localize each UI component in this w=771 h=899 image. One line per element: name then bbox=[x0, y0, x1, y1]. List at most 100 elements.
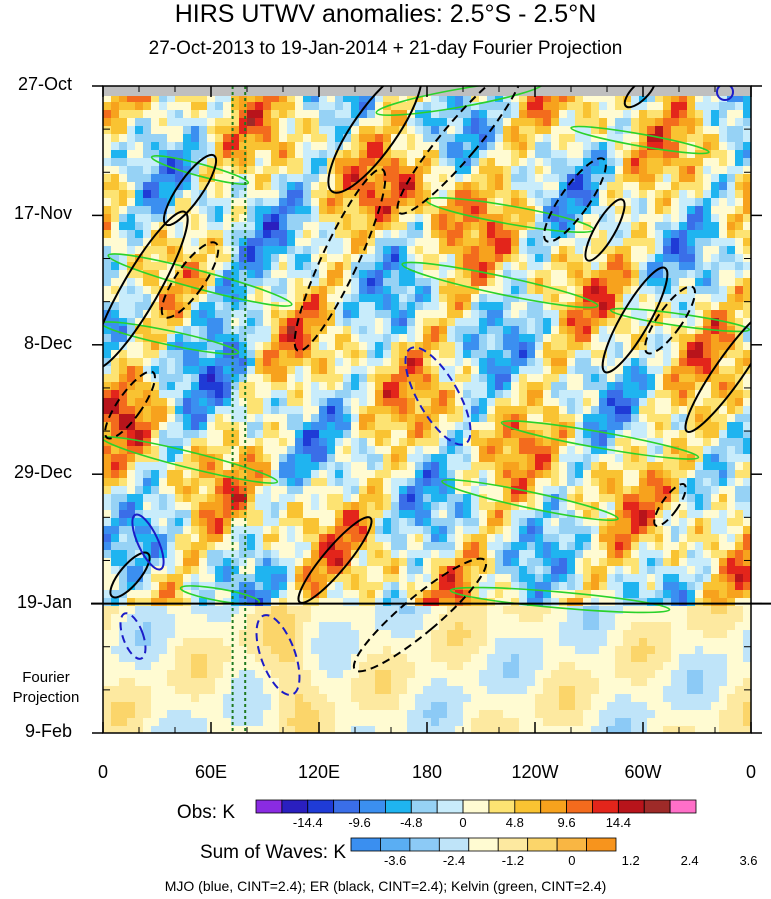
heatmap-cell bbox=[535, 182, 544, 191]
heatmap-cell bbox=[479, 246, 488, 255]
heatmap-cell bbox=[503, 470, 512, 479]
heatmap-cell bbox=[631, 510, 640, 519]
heatmap-cell bbox=[471, 214, 480, 223]
heatmap-cell bbox=[511, 406, 520, 415]
heatmap-cell bbox=[439, 214, 448, 223]
heatmap-cell bbox=[639, 518, 648, 527]
heatmap-cell bbox=[215, 406, 224, 415]
heatmap-cell bbox=[695, 534, 704, 543]
heatmap-cell bbox=[543, 102, 552, 111]
heatmap-cell bbox=[111, 534, 120, 543]
heatmap-cell bbox=[375, 182, 384, 191]
heatmap-cell bbox=[207, 398, 216, 407]
heatmap-cell bbox=[463, 150, 472, 159]
heatmap-cell bbox=[599, 566, 608, 575]
heatmap-cell bbox=[559, 350, 568, 359]
heatmap-cell bbox=[735, 326, 744, 335]
heatmap-cell bbox=[303, 334, 312, 343]
heatmap-cell bbox=[223, 430, 232, 439]
heatmap-cell bbox=[167, 198, 176, 207]
heatmap-cell bbox=[215, 182, 224, 191]
heatmap-cell bbox=[439, 94, 448, 103]
heatmap-cell bbox=[703, 494, 712, 503]
heatmap-cell bbox=[343, 446, 352, 455]
heatmap-cell bbox=[103, 494, 112, 503]
heatmap-cell bbox=[511, 310, 520, 319]
heatmap-cell bbox=[639, 430, 648, 439]
heatmap-cell bbox=[135, 126, 144, 135]
heatmap-cell bbox=[423, 366, 432, 375]
heatmap-cell bbox=[335, 526, 344, 535]
heatmap-cell bbox=[535, 246, 544, 255]
heatmap-cell bbox=[495, 158, 504, 167]
heatmap-cell bbox=[623, 310, 632, 319]
heatmap-cell bbox=[551, 414, 560, 423]
heatmap-cell bbox=[399, 310, 408, 319]
heatmap-cell bbox=[727, 478, 736, 487]
heatmap-cell bbox=[615, 230, 624, 239]
heatmap-cell bbox=[311, 486, 320, 495]
heatmap-cell bbox=[639, 414, 648, 423]
heatmap-cell bbox=[567, 142, 576, 151]
heatmap-cell bbox=[415, 414, 424, 423]
heatmap-cell bbox=[503, 558, 512, 567]
heatmap-cell bbox=[311, 398, 320, 407]
heatmap-cell bbox=[623, 446, 632, 455]
heatmap-cell bbox=[183, 382, 192, 391]
heatmap-cell bbox=[559, 142, 568, 151]
heatmap-cell bbox=[199, 214, 208, 223]
heatmap-cell bbox=[543, 142, 552, 151]
heatmap-cell bbox=[263, 382, 272, 391]
heatmap-cell bbox=[679, 526, 688, 535]
heatmap-cell bbox=[343, 502, 352, 511]
heatmap-cell bbox=[311, 198, 320, 207]
heatmap-cell bbox=[647, 190, 656, 199]
heatmap-cell bbox=[263, 558, 272, 567]
heatmap-cell bbox=[639, 350, 648, 359]
heatmap-cell bbox=[423, 382, 432, 391]
heatmap-cell bbox=[183, 118, 192, 127]
heatmap-cell bbox=[335, 102, 344, 111]
heatmap-cell bbox=[735, 102, 744, 111]
heatmap-cell bbox=[103, 574, 112, 583]
heatmap-cell bbox=[551, 294, 560, 303]
heatmap-cell bbox=[271, 94, 280, 103]
heatmap-cell bbox=[191, 574, 200, 583]
heatmap-cell bbox=[223, 238, 232, 247]
heatmap-cell bbox=[303, 310, 312, 319]
heatmap-cell bbox=[319, 94, 328, 103]
heatmap-cell bbox=[447, 246, 456, 255]
heatmap-cell bbox=[495, 190, 504, 199]
heatmap-cell bbox=[207, 302, 216, 311]
heatmap-cell bbox=[215, 454, 224, 463]
heatmap-cell bbox=[487, 342, 496, 351]
heatmap-cell bbox=[343, 158, 352, 167]
heatmap-cell bbox=[479, 182, 488, 191]
heatmap-cell bbox=[303, 430, 312, 439]
heatmap-cell bbox=[343, 126, 352, 135]
heatmap-cell bbox=[255, 246, 264, 255]
heatmap-cell bbox=[575, 334, 584, 343]
heatmap-cell bbox=[511, 422, 520, 431]
heatmap-cell bbox=[327, 406, 336, 415]
heatmap-cell bbox=[399, 214, 408, 223]
heatmap-cell bbox=[207, 350, 216, 359]
heatmap-cell bbox=[215, 158, 224, 167]
heatmap-cell bbox=[319, 102, 328, 111]
heatmap-cell bbox=[663, 430, 672, 439]
heatmap-cell bbox=[135, 214, 144, 223]
heatmap-cell bbox=[719, 494, 728, 503]
heatmap-cell bbox=[479, 134, 488, 143]
heatmap-cell bbox=[103, 422, 112, 431]
heatmap-cell bbox=[615, 566, 624, 575]
heatmap-cell bbox=[503, 230, 512, 239]
heatmap-cell bbox=[303, 118, 312, 127]
heatmap-cell bbox=[399, 518, 408, 527]
heatmap-cell bbox=[631, 158, 640, 167]
heatmap-cell bbox=[295, 294, 304, 303]
heatmap-cell bbox=[215, 214, 224, 223]
heatmap-cell bbox=[527, 118, 536, 127]
heatmap-cell bbox=[143, 286, 152, 295]
heatmap-cell bbox=[639, 502, 648, 511]
heatmap-cell bbox=[319, 198, 328, 207]
